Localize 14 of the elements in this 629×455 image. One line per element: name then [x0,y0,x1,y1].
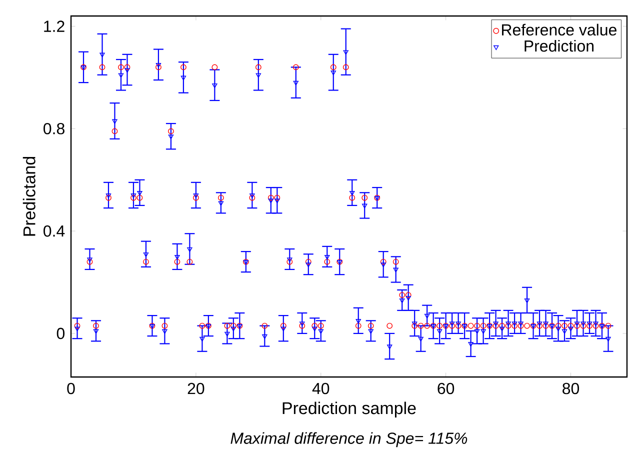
x-tick-label: 40 [312,382,330,394]
x-axis-title: Prediction sample [282,402,416,418]
legend-label: Reference value [502,24,616,36]
x-tick-label: 20 [188,382,204,394]
text: Maximal difference in Spe= 115% [230,432,468,448]
x-tick-label: 0 [67,382,75,394]
y-tick-label: 1.2 [44,20,64,32]
y-tick-label: 0.8 [44,122,64,134]
y-tick-label: 0.4 [44,225,65,237]
y-tick-label: 0 [56,328,65,340]
y-axis-title: Predictand [22,156,36,236]
legend-label: Prediction [524,40,594,52]
x-tick-label: 80 [562,382,580,394]
x-tick-label: 60 [438,382,454,394]
